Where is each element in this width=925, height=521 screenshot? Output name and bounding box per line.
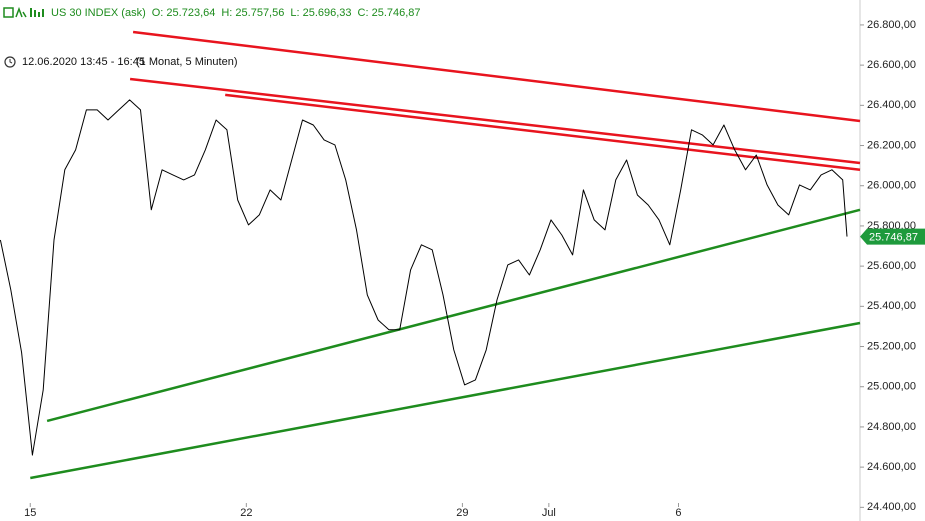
price-line — [0, 99, 848, 456]
icon[interactable] — [30, 8, 44, 17]
y-tick-label: 24.600,00 — [867, 461, 916, 473]
y-tick-label: 25.000,00 — [867, 381, 916, 393]
trendline — [129, 77, 861, 165]
trendline — [132, 30, 861, 123]
y-tick-label: 25.200,00 — [867, 340, 916, 352]
header-item: H: 25.757,56 — [221, 7, 284, 19]
trendline — [225, 93, 861, 172]
x-tick-label: 22 — [240, 507, 252, 519]
y-tick-label: 26.600,00 — [867, 59, 916, 71]
trendline — [46, 208, 861, 423]
x-tick-label: 6 — [675, 507, 681, 519]
y-tick-label: 26.000,00 — [867, 180, 916, 192]
x-tick-label: 29 — [456, 507, 468, 519]
header-item: O: 25.723,64 — [152, 7, 216, 19]
y-tick-label: 26.200,00 — [867, 139, 916, 151]
clock-hand — [9, 59, 13, 64]
header-item: L: 25.696,33 — [290, 7, 351, 19]
x-tick-label: 15 — [24, 507, 36, 519]
price-marker-label: 25.746,87 — [869, 232, 918, 244]
interval: (1 Monat, 5 Minuten) — [136, 56, 238, 68]
clock-icon — [4, 56, 16, 68]
header: US 30 INDEX (ask) O: 25.723,64 H: 25.757,5… — [51, 7, 421, 19]
icon[interactable] — [3, 7, 14, 18]
period: 12.06.2020 13:45 - 16:45 — [22, 56, 145, 68]
price-marker — [860, 228, 925, 245]
y-tick-label: 24.800,00 — [867, 421, 916, 433]
toolbar-icons[interactable] — [3, 6, 44, 18]
header-item: US 30 INDEX (ask) — [51, 7, 146, 19]
y-tick-label: 25.400,00 — [867, 300, 916, 312]
y-tick-label: 26.400,00 — [867, 99, 916, 111]
x-tick-label: Jul — [542, 507, 556, 519]
y-tick-label: 24.400,00 — [867, 501, 916, 513]
trendline — [30, 321, 861, 480]
y-tick-label: 26.800,00 — [867, 19, 916, 31]
icon[interactable] — [15, 6, 27, 18]
header-item: C: 25.746,87 — [358, 7, 421, 19]
y-tick-label: 25.600,00 — [867, 260, 916, 272]
